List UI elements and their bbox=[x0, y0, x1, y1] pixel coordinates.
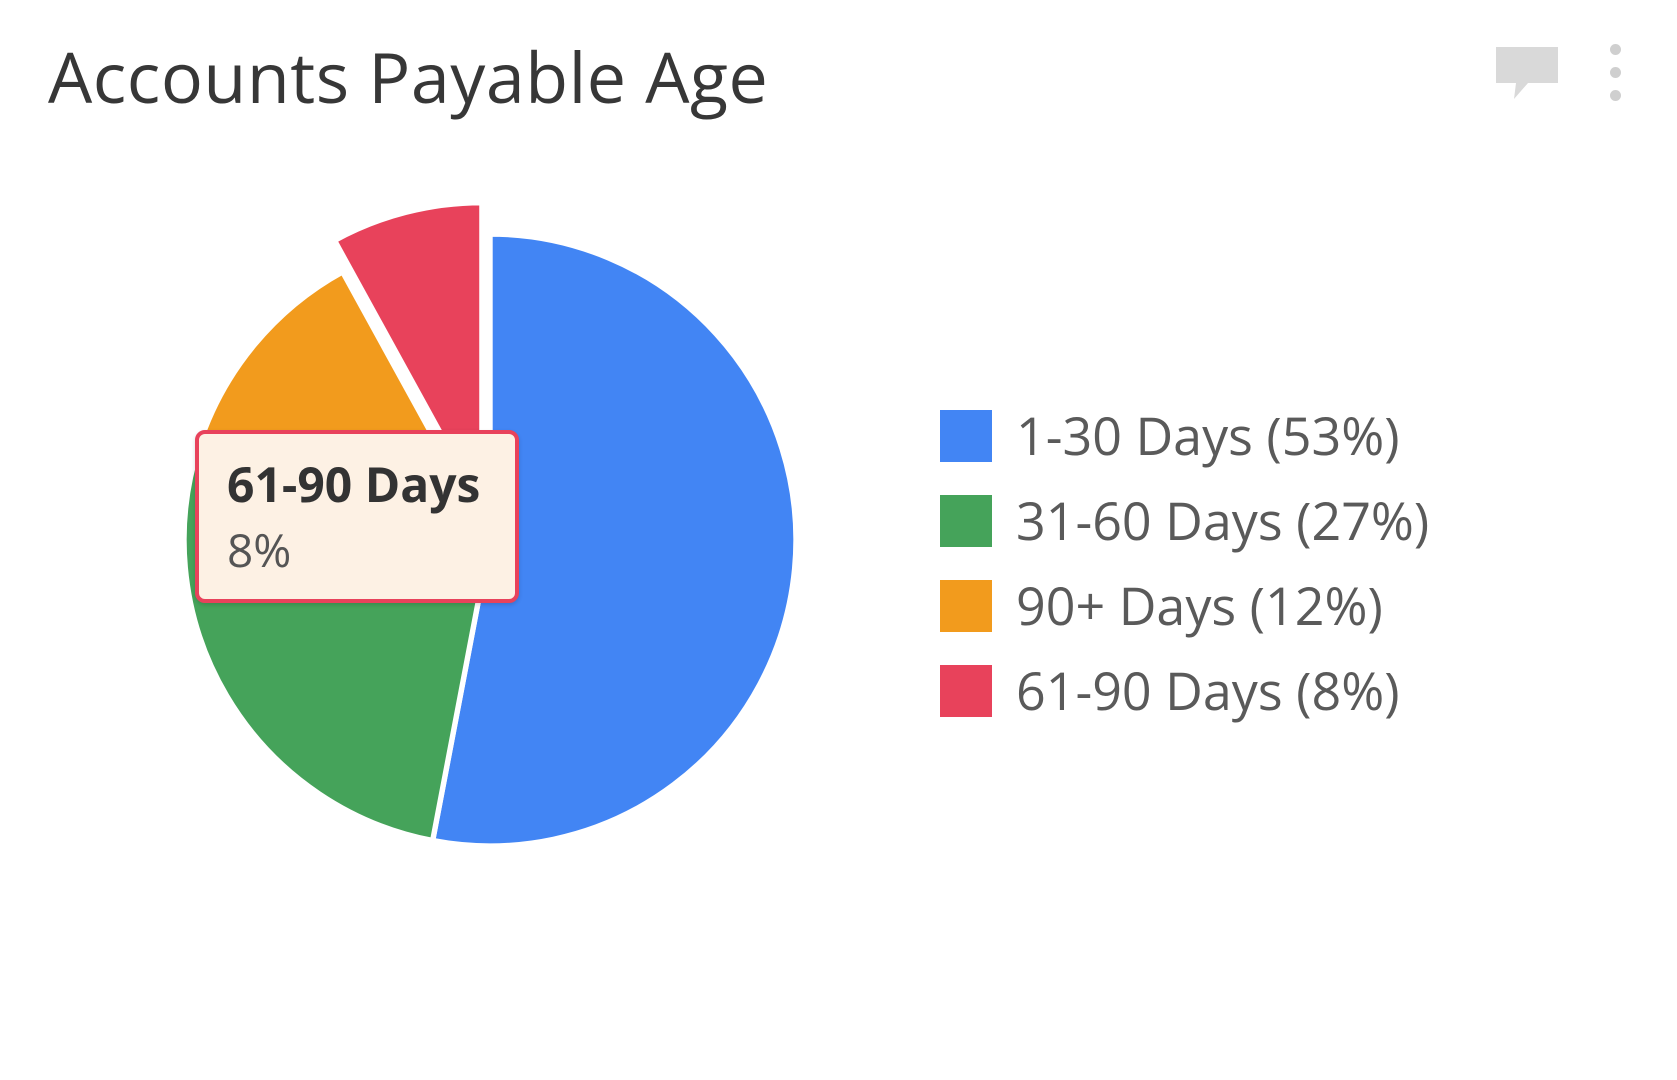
legend-swatch bbox=[940, 410, 992, 462]
comment-icon[interactable] bbox=[1492, 43, 1562, 103]
legend-item[interactable]: 1-30 Days (53%) bbox=[940, 400, 1429, 471]
legend-swatch bbox=[940, 580, 992, 632]
widget-card: Accounts Payable Age 1-30 Days (53%) 31-6… bbox=[0, 0, 1677, 1080]
legend-label: 31-60 Days (27%) bbox=[1016, 485, 1429, 556]
legend-item[interactable]: 90+ Days (12%) bbox=[940, 570, 1429, 641]
legend-item[interactable]: 61-90 Days (8%) bbox=[940, 655, 1429, 726]
legend-label: 1-30 Days (53%) bbox=[1016, 400, 1400, 471]
menu-dot bbox=[1610, 67, 1621, 78]
tooltip-value: 8% bbox=[227, 519, 487, 581]
legend-label: 90+ Days (12%) bbox=[1016, 570, 1383, 641]
kebab-menu-icon[interactable] bbox=[1602, 40, 1629, 105]
widget-header-actions bbox=[1492, 40, 1629, 105]
legend-item[interactable]: 31-60 Days (27%) bbox=[940, 485, 1429, 556]
menu-dot bbox=[1610, 44, 1621, 55]
chart-legend: 1-30 Days (53%) 31-60 Days (27%) 90+ Days … bbox=[940, 400, 1429, 726]
legend-label: 61-90 Days (8%) bbox=[1016, 655, 1400, 726]
legend-swatch bbox=[940, 495, 992, 547]
chart-area: 1-30 Days (53%) 31-60 Days (27%) 90+ Days … bbox=[0, 140, 1677, 1080]
widget-title: Accounts Payable Age bbox=[48, 28, 768, 124]
chart-tooltip: 61-90 Days 8% bbox=[195, 430, 519, 603]
menu-dot bbox=[1610, 90, 1621, 101]
tooltip-title: 61-90 Days bbox=[227, 452, 487, 517]
legend-swatch bbox=[940, 665, 992, 717]
